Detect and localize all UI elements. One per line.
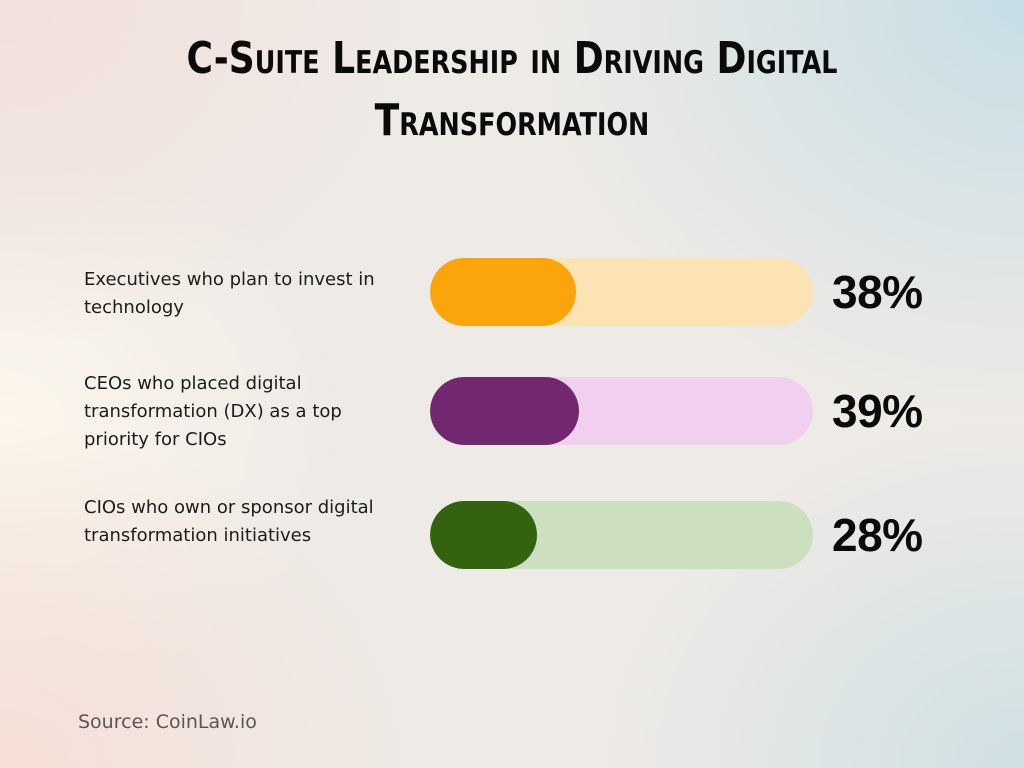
bar-row-ceos-dx-priority: CEOs who placed digital transformation (… — [0, 373, 1024, 450]
bar-track — [430, 501, 813, 569]
bar-fill — [430, 377, 580, 445]
bar-label: CIOs who own or sponsor digital transfor… — [84, 497, 374, 546]
bar-label: Executives who plan to invest in technol… — [84, 269, 375, 318]
bar-value-label: 38% — [832, 266, 923, 318]
bar-label: CEOs who placed digital transformation (… — [84, 373, 342, 450]
bar-fill — [430, 501, 538, 569]
chart-title: C-Suite Leadership in Driving Digital Tr… — [186, 33, 838, 146]
bar-fill — [430, 258, 576, 326]
bar-value-label: 28% — [832, 509, 923, 561]
bar-track — [430, 258, 813, 326]
bar-track — [430, 377, 813, 445]
bar-value-label: 39% — [832, 385, 923, 437]
bar-row-cios-sponsor: CIOs who own or sponsor digital transfor… — [0, 497, 1024, 569]
source-caption: Source: CoinLaw.io — [78, 711, 257, 733]
bar-row-executives-invest: Executives who plan to invest in technol… — [0, 258, 1024, 326]
